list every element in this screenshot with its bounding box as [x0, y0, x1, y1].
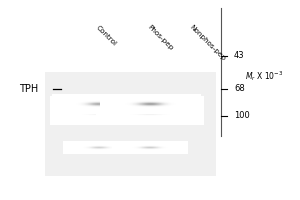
Text: TPH: TPH: [19, 84, 38, 94]
Text: 100: 100: [234, 112, 250, 120]
Text: 43: 43: [234, 51, 244, 60]
Text: Nonphos-pep: Nonphos-pep: [188, 24, 226, 62]
Text: $M_r$ X 10$^{-3}$: $M_r$ X 10$^{-3}$: [245, 69, 283, 83]
Text: Control: Control: [95, 24, 117, 47]
FancyBboxPatch shape: [45, 72, 216, 176]
Text: Phos-pep: Phos-pep: [146, 24, 174, 52]
Text: 68: 68: [234, 84, 245, 93]
